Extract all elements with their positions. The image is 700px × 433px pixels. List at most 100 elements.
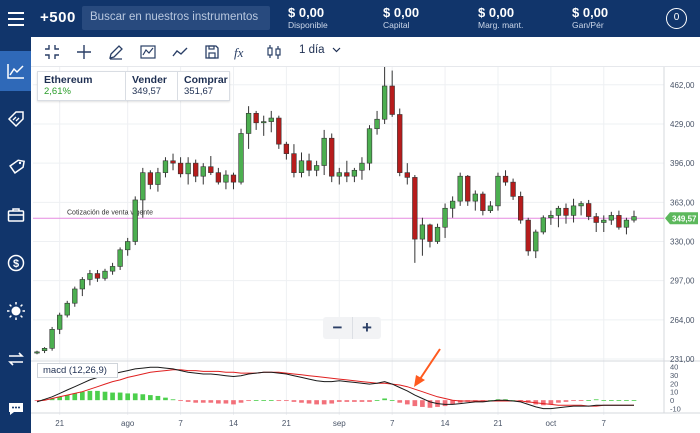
indicator-icon <box>140 45 156 59</box>
macd-indicator-label[interactable]: macd (12,26,9) <box>37 363 118 378</box>
macd-signal-line <box>36 369 634 407</box>
sidebar-item-chat[interactable] <box>0 389 31 429</box>
bull-candle-body <box>162 160 169 173</box>
bear-candle-body <box>586 203 592 217</box>
sidebar-item-charts[interactable] <box>0 51 31 91</box>
zoom-in-button[interactable]: + <box>352 317 381 339</box>
draw-button[interactable] <box>105 41 127 63</box>
stat-value: $ 0,00 <box>572 5 609 20</box>
candle <box>336 167 342 185</box>
fx-icon: fx <box>234 45 244 60</box>
profile-badge[interactable]: 0 <box>666 8 687 29</box>
bull-candle-body <box>631 216 637 221</box>
macd-hist-bar-negative <box>563 400 569 402</box>
macd-hist-bar-negative <box>404 400 410 405</box>
instrument-change: 2,61% <box>44 86 71 97</box>
macd-hist-bar-positive <box>64 395 70 401</box>
candle <box>177 157 184 178</box>
macd-hist-bar-positive <box>382 398 387 401</box>
chart-toolbar: fx 1 día <box>31 37 700 67</box>
formula-button[interactable]: fx <box>231 41 253 63</box>
bear-candle-body <box>329 137 335 177</box>
crosshair-button[interactable] <box>73 41 95 63</box>
swap-arrows-icon <box>7 352 24 366</box>
macd-hist-bar-negative <box>571 400 576 402</box>
candle <box>570 198 577 223</box>
macd-hist-bar-negative <box>208 400 214 403</box>
timeframe-select[interactable]: 1 día <box>299 44 341 56</box>
price-tick-label: 231,00 <box>670 355 695 364</box>
sidebar-item-theme[interactable] <box>0 291 31 331</box>
macd-hist-bar-negative <box>412 400 418 407</box>
sidebar-item-transfer[interactable] <box>0 339 31 379</box>
current-price-line-label: Cotización de venta vigente <box>67 209 153 216</box>
candle <box>593 213 599 232</box>
candle <box>366 125 373 171</box>
bear-candle-body <box>465 175 471 202</box>
bull-candle-body <box>223 174 229 183</box>
candle <box>147 170 153 190</box>
candle <box>94 269 101 282</box>
macd-hist-bar-negative <box>284 400 289 402</box>
macd-line <box>36 366 634 410</box>
indicators-button[interactable] <box>137 41 159 63</box>
chart-type-button[interactable] <box>263 41 285 63</box>
candle <box>480 191 486 216</box>
time-tick-label: 14 <box>229 419 238 428</box>
candle <box>631 210 637 223</box>
time-tick-label: 7 <box>178 419 183 428</box>
macd-hist-bar-negative <box>352 400 357 402</box>
macd-hist-bar-positive <box>608 400 614 401</box>
trend-button[interactable] <box>169 41 191 63</box>
collapse-button[interactable] <box>41 41 63 63</box>
candle <box>79 277 85 297</box>
bear-candle-body <box>283 143 290 154</box>
bear-candle-body <box>502 175 509 183</box>
candle <box>540 215 546 235</box>
bull-candle-body <box>64 302 70 316</box>
sidebar-item-funds[interactable]: $ <box>0 243 31 283</box>
price-chart[interactable]: 462,00 429,00 396,00 363,00 330,00 297,00 264,… <box>31 67 700 433</box>
bull-candle-body <box>336 172 342 177</box>
buy-button[interactable]: Comprar 351,67 <box>177 72 230 100</box>
svg-text:$: $ <box>12 258 18 270</box>
sidebar-item-positions[interactable] <box>0 147 31 187</box>
candle <box>412 175 418 263</box>
bear-candle-body <box>170 160 176 164</box>
candle <box>344 160 350 183</box>
price-tick-label: 297,00 <box>670 277 695 286</box>
search-input[interactable]: Buscar en nuestros instrumentos <box>82 6 270 30</box>
stat-value: $ 0,00 <box>478 5 515 20</box>
sidebar-item-portfolio[interactable] <box>0 195 31 235</box>
macd-hist-bar-negative <box>450 400 455 405</box>
svg-text:fx: fx <box>234 45 244 60</box>
macd-hist-bar-positive <box>102 391 108 401</box>
bear-candle-body <box>389 85 395 115</box>
macd-hist-bar-positive <box>140 394 146 401</box>
bear-candle-body <box>616 215 622 228</box>
candle <box>276 115 282 149</box>
bear-candle-body <box>593 216 599 223</box>
macd-tick-label: 30 <box>670 371 678 380</box>
candle <box>200 163 206 185</box>
macd-hist-bar-positive <box>253 400 259 401</box>
time-tick-label: 21 <box>282 419 291 428</box>
hamburger-menu-icon[interactable] <box>0 0 31 37</box>
stat-ganancia: $ 0,00 Gan/Pér <box>572 6 608 31</box>
sidebar-item-orders[interactable] <box>0 99 31 139</box>
candle-icon <box>267 45 281 59</box>
price-tick-label: 462,00 <box>670 81 695 90</box>
macd-hist-bar-positive <box>95 390 100 401</box>
stat-margen: $ 0,00 Marg. mant. <box>478 6 523 31</box>
sell-button[interactable]: Vender 349,57 <box>125 72 177 100</box>
macd-hist-bar-negative <box>578 400 584 402</box>
price-tag-icon <box>8 159 25 174</box>
macd-hist-bar-positive <box>132 393 138 401</box>
macd-hist-bar-positive <box>155 395 161 401</box>
time-tick-label: 21 <box>55 419 64 428</box>
bear-candle-body <box>510 181 516 197</box>
zoom-out-button[interactable]: − <box>332 318 343 337</box>
bull-candle-body <box>487 205 494 211</box>
save-button[interactable] <box>201 41 223 63</box>
bull-candle-body <box>49 329 55 349</box>
